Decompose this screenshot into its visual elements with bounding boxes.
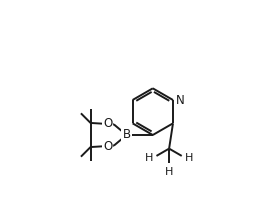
Text: N: N	[175, 94, 184, 106]
Text: O: O	[103, 117, 112, 130]
Text: H: H	[184, 153, 192, 163]
Text: O: O	[103, 140, 112, 153]
Text: B: B	[122, 129, 130, 142]
Text: H: H	[164, 167, 173, 177]
Text: H: H	[145, 153, 153, 163]
